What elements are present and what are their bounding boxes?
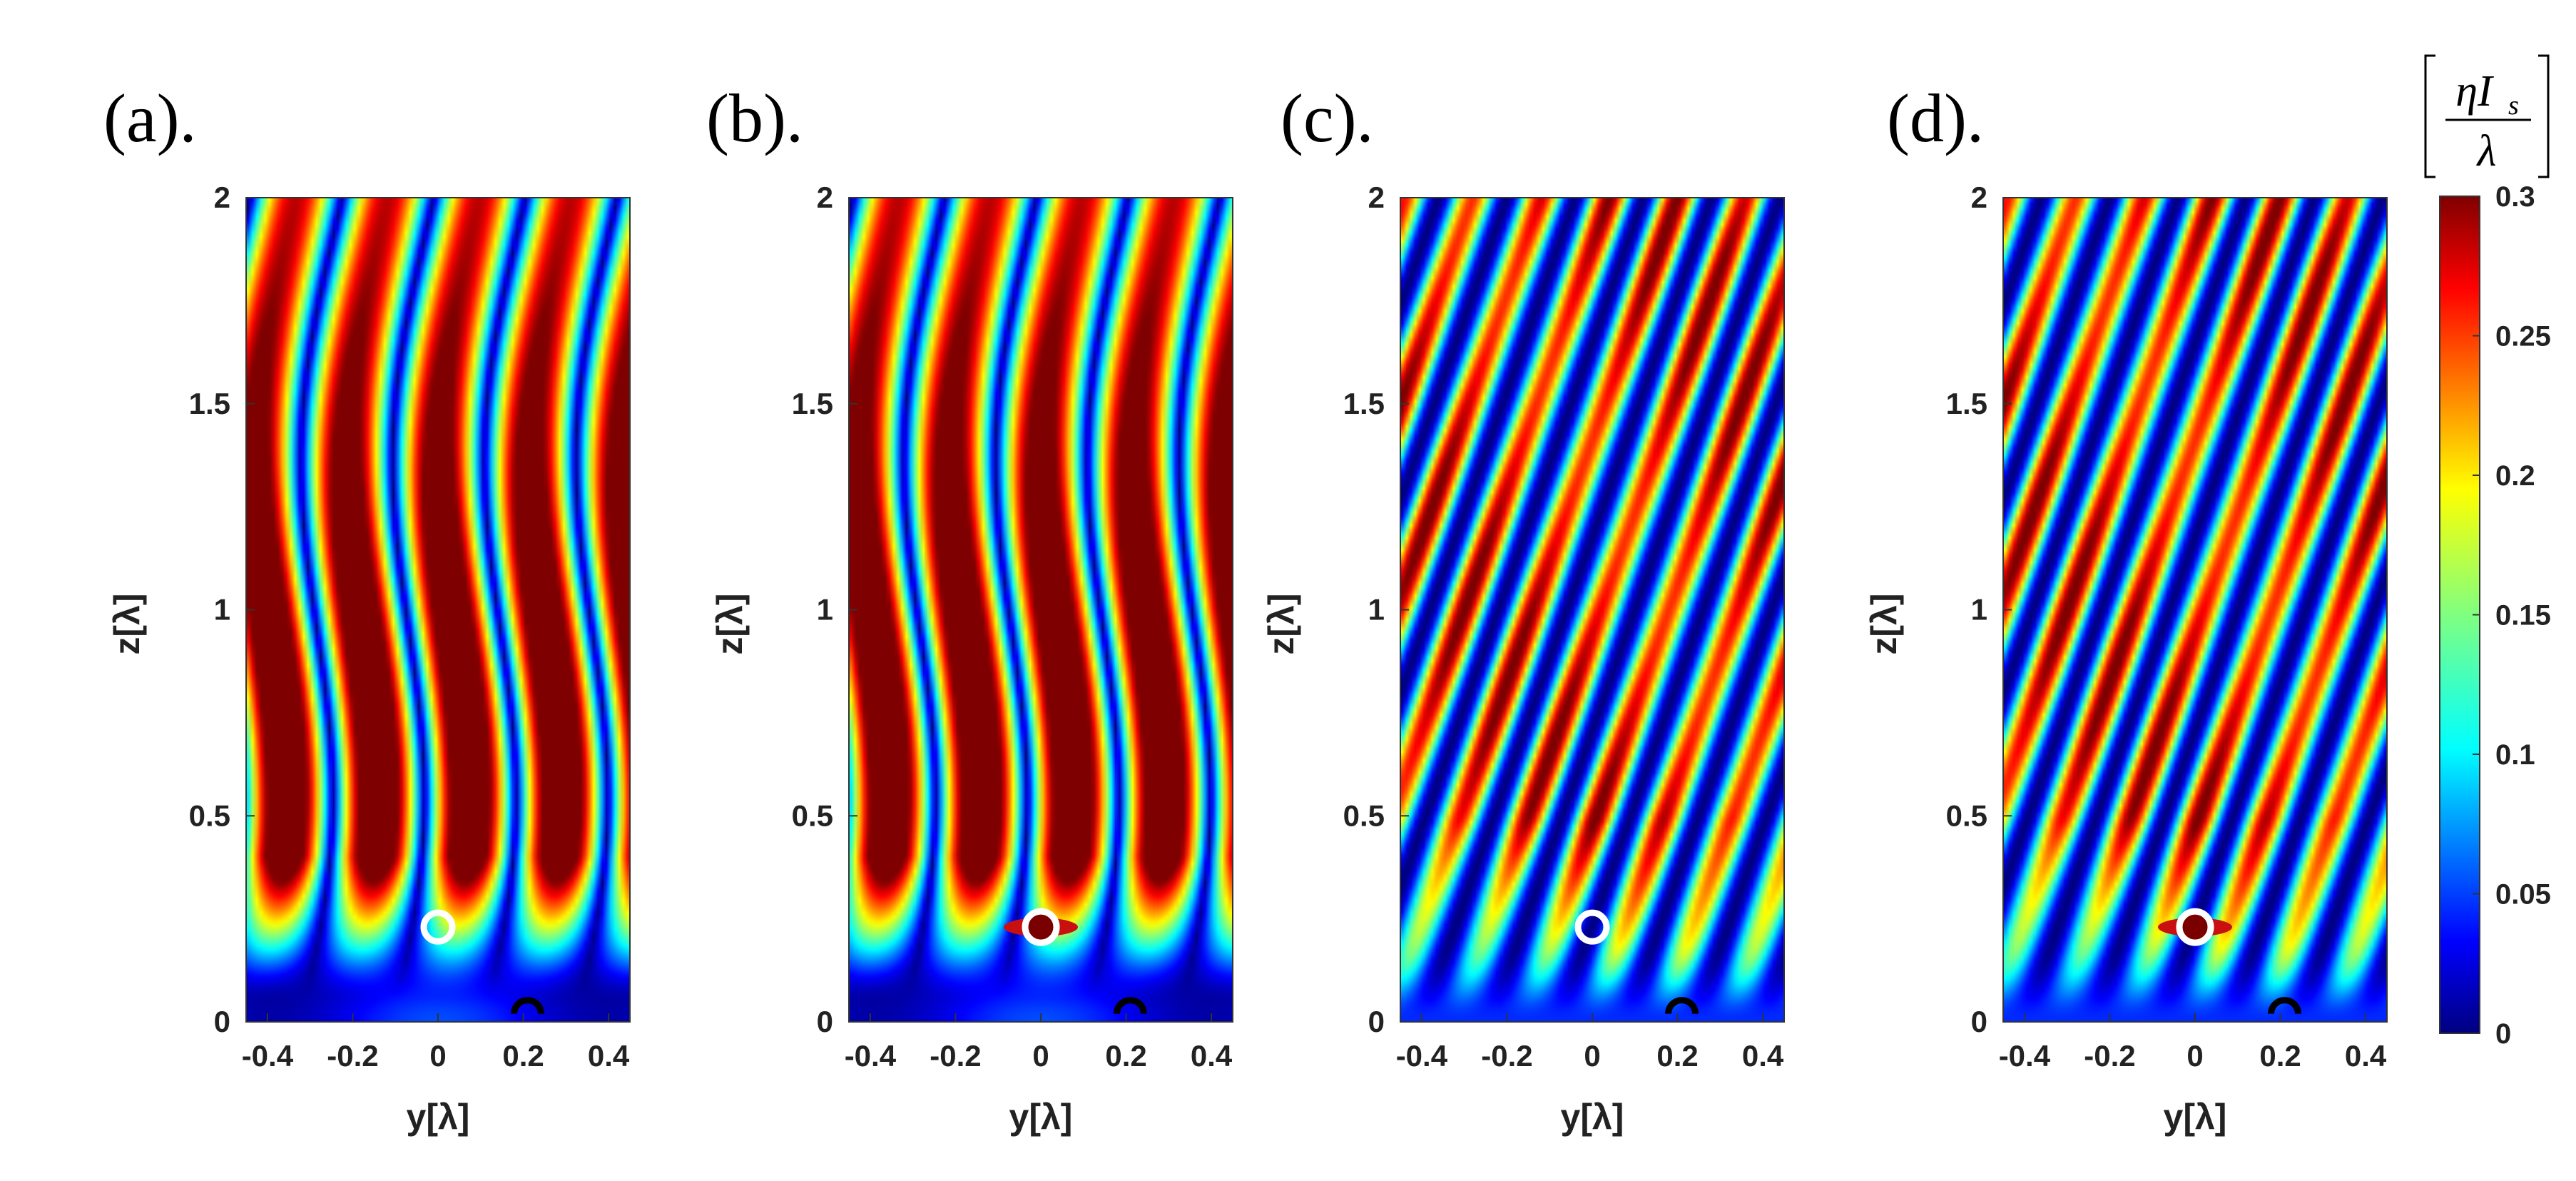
x-axis-label: y[λ]: [2164, 1097, 2227, 1137]
xtick-label: -0.2: [327, 1039, 378, 1073]
heatmap-image: [849, 198, 1233, 1022]
xtick-label: 0.2: [1105, 1039, 1146, 1073]
source-ring-marker: [420, 909, 456, 945]
xtick-label: -0.4: [242, 1039, 294, 1073]
unit-subscript: s: [2508, 91, 2519, 121]
ytick-label: 2: [214, 181, 230, 214]
source-ring-marker: [1022, 908, 1060, 946]
ytick-label: 2: [1368, 181, 1385, 214]
panel-label: (a).: [103, 80, 197, 156]
source-ring-marker: [1574, 909, 1610, 945]
x-axis-label: y[λ]: [407, 1097, 470, 1137]
colorbar-tick-label: 0.3: [2495, 181, 2535, 213]
heatmap-image: [1400, 198, 1784, 1022]
colorbar-tick-label: 0.05: [2495, 879, 2551, 911]
colorbar-tick-label: 0.1: [2495, 739, 2535, 771]
ytick-label: 1.5: [1946, 387, 1987, 420]
right-bracket: [2538, 54, 2550, 178]
ytick-label: 0.5: [1946, 799, 1987, 832]
xtick-label: -0.4: [1999, 1039, 2051, 1073]
panel-b: (b). 0 0.5 1 1.5 2 -0.4 -0.2 0 0.2 0.4 y[λ] z[λ]: [706, 80, 1233, 1137]
ytick-label: 0: [1368, 1005, 1385, 1038]
ytick-label: 1.5: [792, 387, 833, 420]
xtick-label: 0.4: [2345, 1039, 2387, 1073]
colorbar-tick-label: 0.2: [2495, 460, 2535, 492]
unit-denominator: λ: [2476, 127, 2497, 176]
xtick-label: -0.4: [1396, 1039, 1448, 1073]
ytick-label: 1.5: [189, 387, 230, 420]
ytick-label: 1: [1368, 593, 1385, 627]
colorbar-unit-label: ηI sλ: [2424, 54, 2550, 178]
ytick-label: 0.5: [189, 799, 230, 832]
colorbar-tick-label: 0.15: [2495, 600, 2551, 632]
ytick-label: 0: [817, 1005, 833, 1038]
heatmap-image: [2003, 198, 2387, 1022]
xtick-label: 0: [429, 1039, 446, 1073]
y-axis-label: z[λ]: [710, 593, 750, 654]
ytick-label: 2: [817, 181, 833, 214]
panel-label: (b).: [706, 80, 803, 156]
colorbar-tick-label: 0.25: [2495, 321, 2551, 353]
ytick-label: 0: [214, 1005, 230, 1038]
xtick-label: 0.2: [2259, 1039, 2301, 1073]
xtick-label: 0.4: [1742, 1039, 1784, 1073]
panel-a: (a). 0 0.5 1 1.5 2 -0.4 -0.2 0 0.2 0.4 y[λ] z[λ]: [103, 80, 631, 1137]
y-axis-label: z[λ]: [1864, 593, 1904, 654]
x-axis-label: y[λ]: [1561, 1097, 1624, 1137]
xtick-label: 0: [1584, 1039, 1600, 1073]
unit-numerator: ηI: [2455, 67, 2495, 116]
y-axis-label: z[λ]: [107, 593, 147, 654]
y-axis-label: z[λ]: [1261, 593, 1301, 654]
black-arc-marker: [1114, 997, 1148, 1015]
black-arc-marker: [511, 997, 545, 1015]
panel-label: (d).: [1887, 80, 1984, 156]
panel-c: (c). 0 0.5 1 1.5 2 -0.4 -0.2 0 0.2 0.4 y[λ] z[λ]: [1261, 80, 1785, 1137]
panel-d: (d). 0 0.5 1 1.5 2 -0.4 -0.2 0 0.2 0.4 y[λ] z[λ]: [1864, 80, 2388, 1137]
xtick-label: 0: [2186, 1039, 2203, 1073]
ytick-label: 2: [1971, 181, 1987, 214]
xtick-label: 0.2: [502, 1039, 544, 1073]
xtick-label: 0.2: [1656, 1039, 1698, 1073]
x-axis-label: y[λ]: [1009, 1097, 1073, 1137]
xtick-label: -0.2: [2084, 1039, 2135, 1073]
heatmap-image: [246, 198, 630, 1022]
ytick-label: 1: [214, 593, 230, 627]
ytick-label: 1: [1971, 593, 1987, 627]
ytick-label: 0.5: [1343, 799, 1385, 832]
ytick-label: 1.5: [1343, 387, 1385, 420]
colorbar-tick-label: 0: [2495, 1018, 2511, 1050]
black-arc-marker: [2268, 997, 2302, 1015]
xtick-label: 0: [1032, 1039, 1049, 1073]
panel-label: (c).: [1281, 80, 1374, 156]
xtick-label: -0.2: [930, 1039, 981, 1073]
xtick-label: -0.2: [1481, 1039, 1532, 1073]
ytick-label: 1: [817, 593, 833, 627]
source-ring-marker: [2176, 908, 2214, 946]
xtick-label: 0.4: [588, 1039, 630, 1073]
xtick-label: -0.4: [845, 1039, 897, 1073]
black-arc-marker: [1665, 997, 1699, 1015]
ytick-label: 0.5: [792, 799, 833, 832]
xtick-label: 0.4: [1191, 1039, 1233, 1073]
left-bracket: [2424, 54, 2435, 178]
colorbar: 0.3 0.25 0.2 0.15 0.1 0.05 0 ηI sλ: [2424, 54, 2551, 1050]
ytick-label: 0: [1971, 1005, 1987, 1038]
